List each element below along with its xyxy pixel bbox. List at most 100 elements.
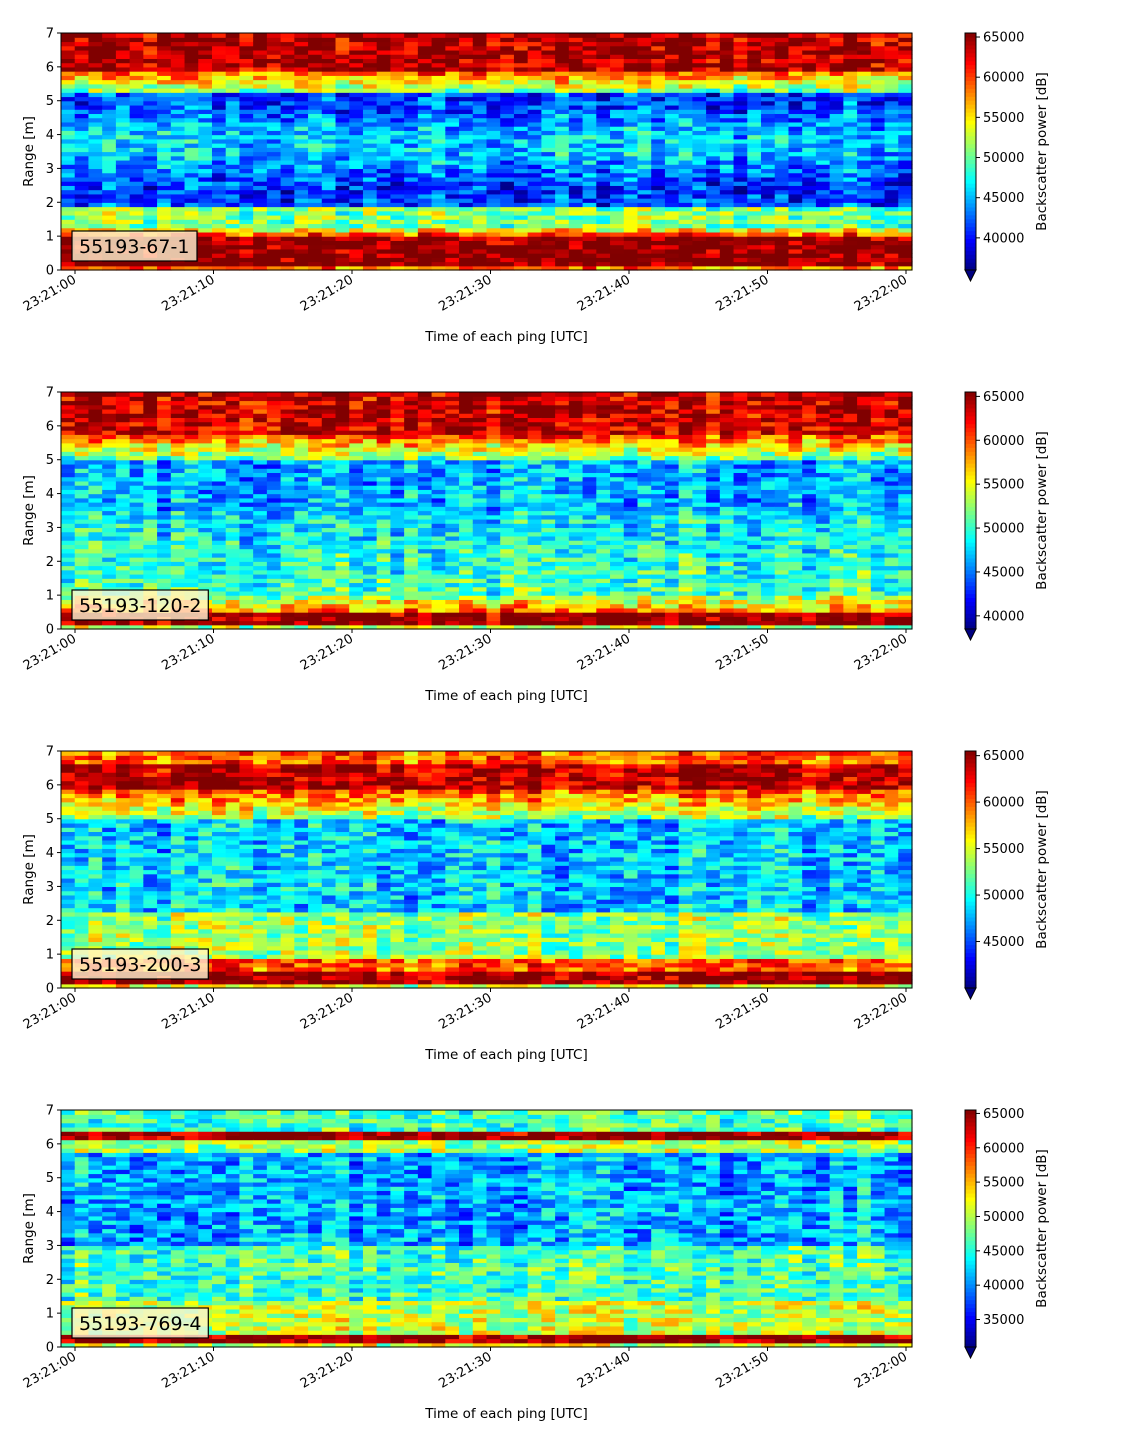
heatmap-cell xyxy=(253,595,267,600)
heatmap-cell xyxy=(528,160,542,165)
heatmap-cell xyxy=(706,75,720,80)
heatmap-cell xyxy=(637,135,651,140)
heatmap-cell xyxy=(75,50,89,55)
heatmap-cell xyxy=(336,447,350,452)
heatmap-cell xyxy=(185,54,199,59)
heatmap-cell xyxy=(418,126,432,131)
heatmap-cell xyxy=(500,190,514,195)
heatmap-cell xyxy=(390,228,404,233)
heatmap-cell xyxy=(390,519,404,524)
heatmap-cell xyxy=(775,71,789,76)
heatmap-cell xyxy=(885,147,899,152)
heatmap-cell xyxy=(253,506,267,511)
heatmap-cell xyxy=(363,84,377,89)
heatmap-cell xyxy=(185,549,199,554)
heatmap-cell xyxy=(253,54,267,59)
heatmap-cell xyxy=(624,245,638,250)
heatmap-cell xyxy=(528,249,542,254)
heatmap-cell xyxy=(377,477,391,482)
heatmap-cell xyxy=(88,481,102,486)
heatmap-cell xyxy=(185,122,199,127)
heatmap-cell xyxy=(734,130,748,135)
heatmap-cell xyxy=(569,54,583,59)
heatmap-cell xyxy=(294,455,308,460)
heatmap-cell xyxy=(596,101,610,106)
heatmap-cell xyxy=(390,71,404,76)
heatmap-cell xyxy=(349,88,363,93)
heatmap-cell xyxy=(637,126,651,131)
heatmap-cell xyxy=(528,88,542,93)
heatmap-cell xyxy=(322,443,336,448)
heatmap-cell xyxy=(445,257,459,262)
heatmap-cell xyxy=(349,80,363,85)
heatmap-cell xyxy=(775,228,789,233)
heatmap-cell xyxy=(226,574,240,579)
heatmap-cell xyxy=(308,599,322,604)
heatmap-cell xyxy=(294,502,308,507)
heatmap-cell xyxy=(130,439,144,444)
heatmap-cell xyxy=(143,92,157,97)
heatmap-cell xyxy=(157,219,171,224)
heatmap-cell xyxy=(157,417,171,422)
heatmap-cell xyxy=(445,75,459,80)
heatmap-cell xyxy=(212,608,226,613)
heatmap-cell xyxy=(308,211,322,216)
heatmap-cell xyxy=(75,523,89,528)
heatmap-cell xyxy=(61,494,75,499)
heatmap-cell xyxy=(336,439,350,444)
heatmap-cell xyxy=(473,253,487,258)
heatmap-cell xyxy=(816,219,830,224)
heatmap-cell xyxy=(88,451,102,456)
heatmap-cell xyxy=(624,46,638,51)
heatmap-cell xyxy=(432,249,446,254)
heatmap-cell xyxy=(459,37,473,42)
colorbar-segment xyxy=(965,242,976,247)
heatmap-cell xyxy=(390,143,404,148)
heatmap-cell xyxy=(157,544,171,549)
heatmap-cell xyxy=(226,130,240,135)
heatmap-cell xyxy=(596,245,610,250)
heatmap-cell xyxy=(569,219,583,224)
heatmap-cell xyxy=(816,257,830,262)
heatmap-cell xyxy=(185,67,199,72)
heatmap-cell xyxy=(802,88,816,93)
heatmap-cell xyxy=(143,75,157,80)
heatmap-cell xyxy=(390,599,404,604)
heatmap-cell xyxy=(390,582,404,587)
heatmap-cell xyxy=(624,58,638,63)
heatmap-cell xyxy=(322,608,336,613)
heatmap-cell xyxy=(171,160,185,165)
heatmap-cell xyxy=(473,135,487,140)
heatmap-cell xyxy=(885,190,899,195)
heatmap-cell xyxy=(734,122,748,127)
heatmap-cell xyxy=(432,96,446,101)
heatmap-cell xyxy=(143,549,157,554)
heatmap-cell xyxy=(692,262,706,267)
heatmap-cell xyxy=(487,164,501,169)
heatmap-cell xyxy=(418,118,432,123)
heatmap-cell xyxy=(212,604,226,609)
heatmap-cell xyxy=(487,156,501,161)
heatmap-cell xyxy=(843,109,857,114)
heatmap-cell xyxy=(294,152,308,157)
heatmap-cell xyxy=(788,177,802,182)
heatmap-cell xyxy=(281,566,295,571)
heatmap-cell xyxy=(596,185,610,190)
heatmap-cell xyxy=(102,506,116,511)
heatmap-cell xyxy=(253,164,267,169)
heatmap-cell xyxy=(830,257,844,262)
heatmap-cell xyxy=(665,101,679,106)
heatmap-cell xyxy=(885,245,899,250)
heatmap-cell xyxy=(281,612,295,617)
heatmap-cell xyxy=(871,202,885,207)
heatmap-cell xyxy=(116,511,130,516)
heatmap-cell xyxy=(871,101,885,106)
heatmap-cell xyxy=(528,223,542,228)
heatmap-cell xyxy=(377,118,391,123)
heatmap-cell xyxy=(171,392,185,397)
heatmap-cell xyxy=(679,257,693,262)
heatmap-cell xyxy=(679,185,693,190)
heatmap-cell xyxy=(212,164,226,169)
heatmap-cell xyxy=(75,455,89,460)
heatmap-cell xyxy=(418,152,432,157)
